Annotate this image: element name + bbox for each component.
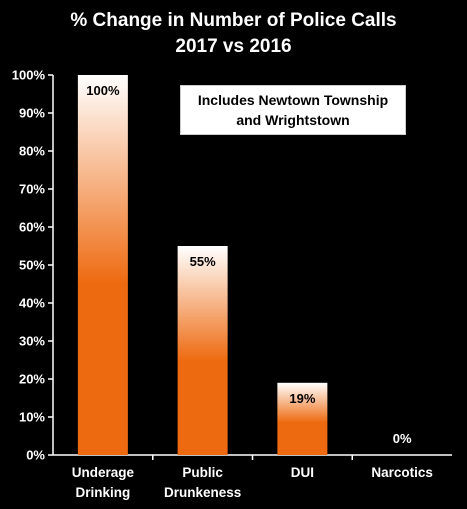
x-category-label: Underage Drinking: [72, 465, 135, 500]
y-tick-label: 40%: [19, 296, 45, 311]
bar: [277, 382, 328, 455]
y-tick-label: 30%: [19, 334, 45, 349]
data-label: 55%: [190, 254, 216, 269]
data-label: 100%: [86, 83, 120, 98]
y-tick-label: 20%: [19, 372, 45, 387]
y-tick-label: 60%: [19, 220, 45, 235]
bar: [177, 246, 228, 455]
y-tick-label: 80%: [19, 144, 45, 159]
x-category-label: Narcotics: [371, 465, 433, 480]
data-label: 19%: [289, 391, 315, 406]
y-tick-label: 0%: [26, 448, 45, 463]
bar: [77, 75, 128, 455]
data-label: 0%: [393, 431, 412, 446]
y-tick-label: 100%: [12, 68, 46, 83]
x-category-label: Public Drunkeness: [164, 465, 241, 500]
chart-subtitle: 2017 vs 2016: [175, 36, 292, 57]
x-category-label: DUI: [291, 465, 314, 480]
y-tick-label: 70%: [19, 182, 45, 197]
y-tick-label: 50%: [19, 258, 45, 273]
annotation-text: Includes Newtown Township and Wrightstow…: [197, 92, 389, 128]
annotation-box: Includes Newtown Township and Wrightstow…: [180, 85, 406, 135]
y-tick-label: 10%: [19, 410, 45, 425]
y-tick-label: 90%: [19, 106, 45, 121]
chart-title: % Change in Number of Police Calls: [70, 10, 397, 31]
